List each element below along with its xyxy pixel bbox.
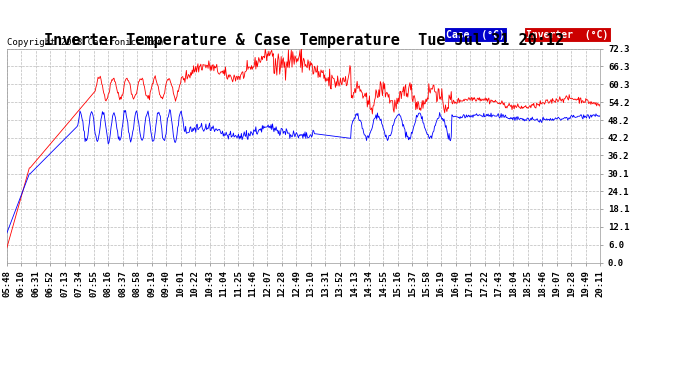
Text: Inverter  (°C): Inverter (°C) [526,30,609,40]
Title: Inverter Temperature & Case Temperature  Tue Jul 31 20:12: Inverter Temperature & Case Temperature … [43,33,564,48]
Text: Copyright 2018 Cartronics.com: Copyright 2018 Cartronics.com [7,38,163,46]
Text: Case  (°C): Case (°C) [446,30,505,40]
